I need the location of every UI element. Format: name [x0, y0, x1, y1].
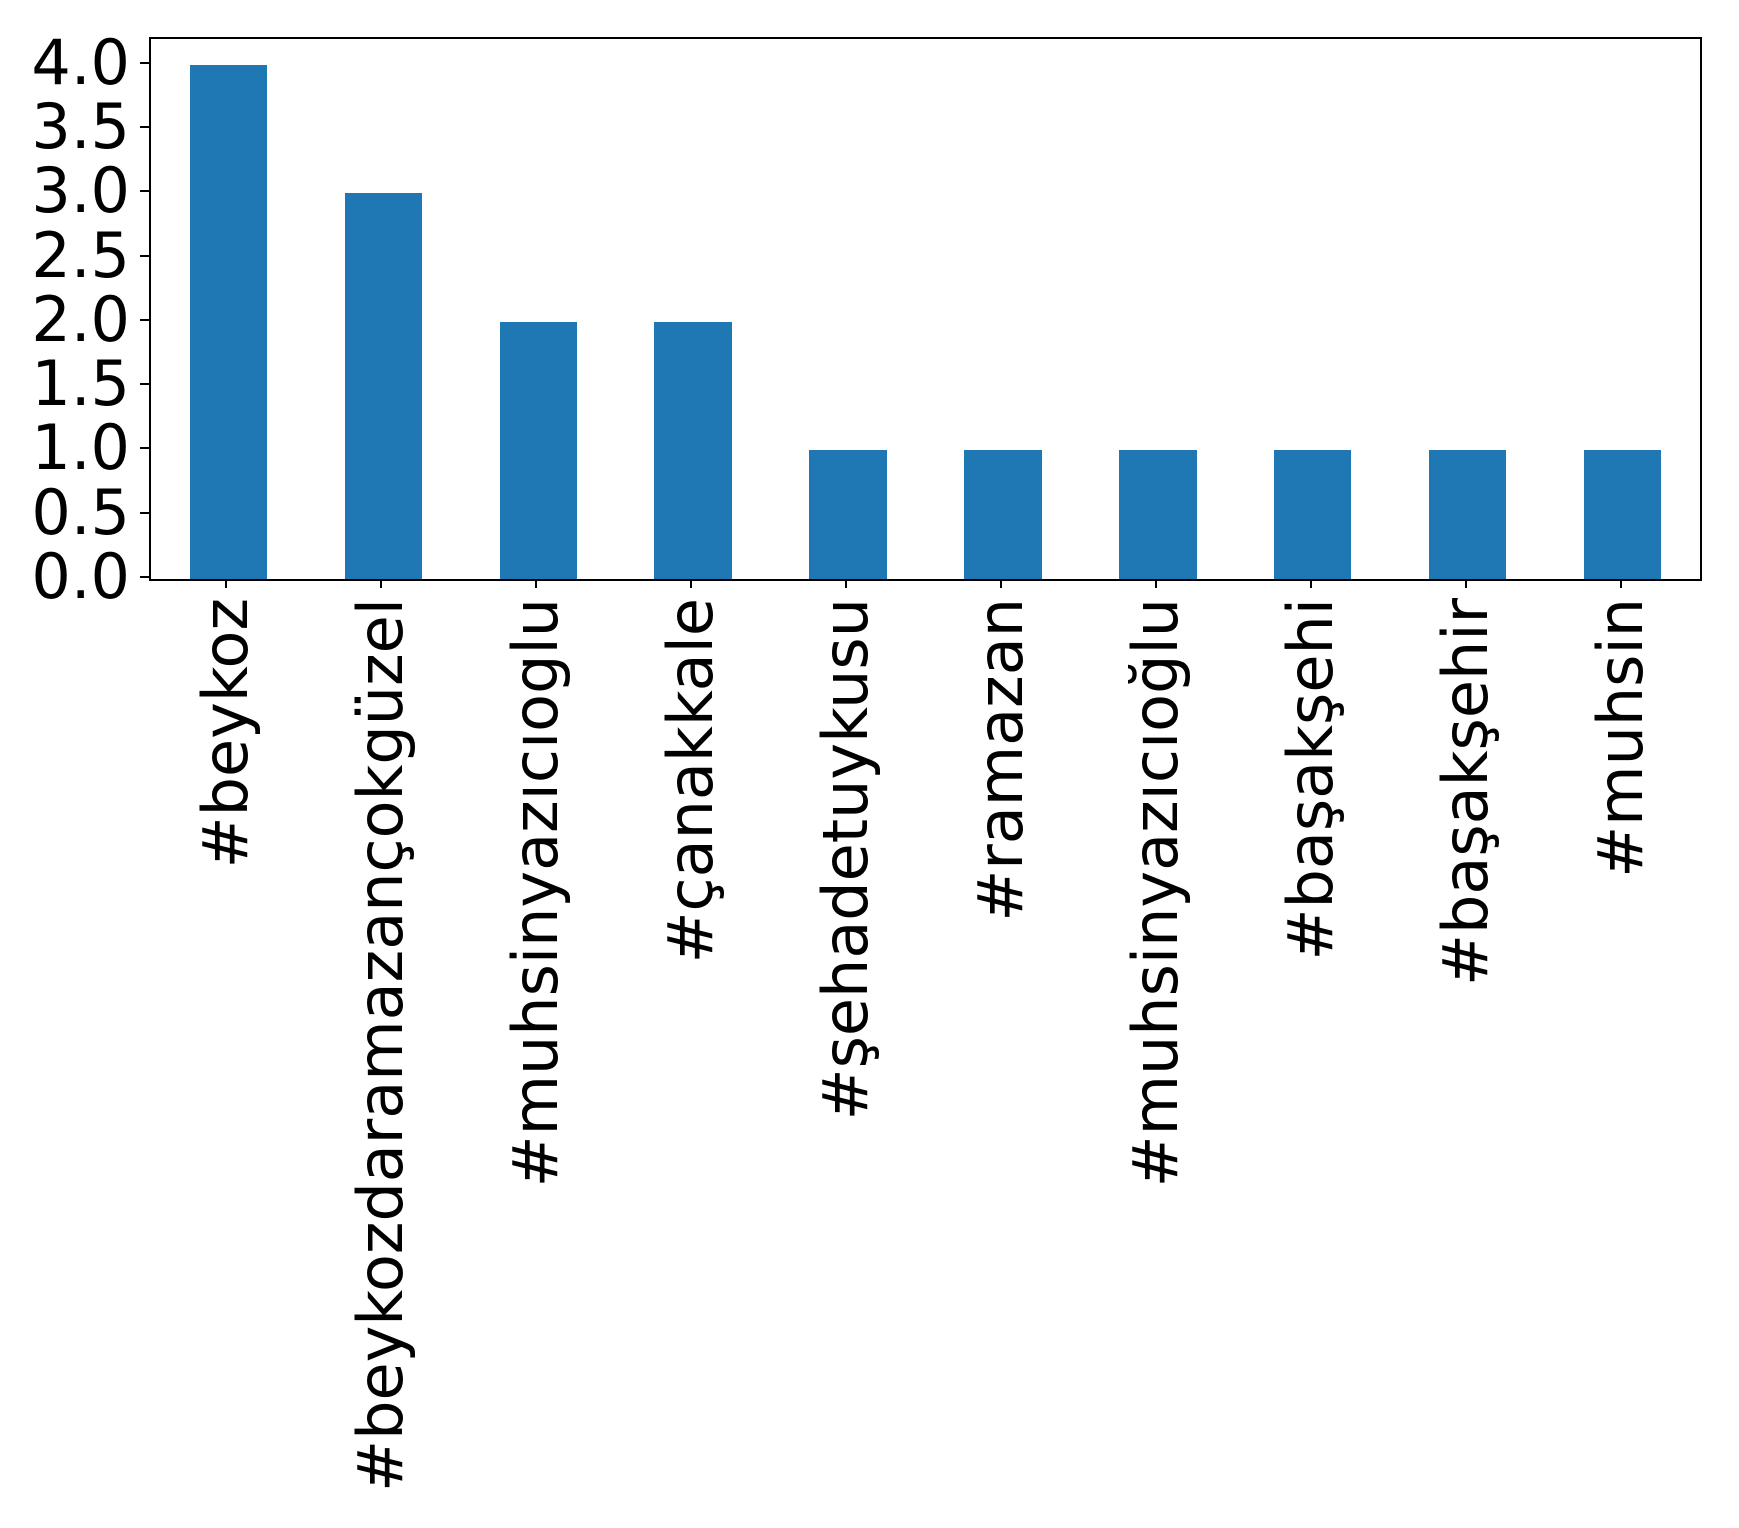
x-tick [999, 579, 1002, 588]
x-tick-label: #çanakkale [654, 598, 728, 964]
x-tick [535, 579, 538, 588]
y-tick-label: 0.5 [31, 475, 130, 549]
bar-başakşehir [1428, 450, 1507, 579]
bar-muhsinyazıcıoglu [499, 321, 577, 579]
bar-ramazan [964, 450, 1042, 579]
x-tick-label: #başakşehi [1273, 598, 1347, 961]
y-tick-label: 3.0 [31, 154, 130, 228]
x-tick [690, 579, 693, 588]
x-tick [1154, 579, 1157, 588]
bar-şehadetuykusu [809, 450, 887, 579]
y-tick [140, 383, 149, 386]
y-tick [140, 190, 149, 193]
y-tick-label: 2.0 [31, 282, 130, 356]
x-tick [1309, 579, 1312, 588]
x-tick-label: #muhsinyazıcıoglu [499, 598, 573, 1188]
bar-beykoz [189, 64, 268, 579]
x-tick-label: #ramazan [963, 598, 1037, 922]
y-tick [140, 318, 149, 321]
y-tick-label: 3.5 [31, 90, 130, 163]
y-tick-label: 2.5 [31, 218, 130, 292]
bar-muhsinyazıcıoğlu [1119, 450, 1197, 579]
y-tick-label: 0.0 [31, 540, 130, 613]
y-tick [140, 447, 149, 450]
x-tick-label: #muhsin [1583, 598, 1657, 878]
plot-area [149, 37, 1702, 581]
x-tick-label: #muhsinyazıcıoğlu [1118, 598, 1192, 1188]
x-tick-label: #başakşehir [1428, 598, 1502, 986]
bar-muhsin [1583, 450, 1662, 579]
bar-beykozdaramazançokgüzel [344, 193, 423, 579]
y-tick [140, 576, 149, 578]
y-tick-label: 1.5 [31, 347, 130, 421]
y-tick [140, 254, 149, 257]
bar-çanakkale [654, 321, 732, 579]
x-tick [845, 579, 848, 588]
y-tick [140, 511, 149, 514]
x-tick-label: #beykoz [189, 598, 263, 869]
x-tick [1464, 579, 1467, 588]
x-tick [225, 579, 228, 588]
x-tick-label: #şehadetuykusu [809, 598, 883, 1121]
y-tick [140, 61, 149, 64]
y-tick-label: 4.0 [31, 25, 130, 99]
y-tick [140, 126, 149, 128]
x-tick [380, 579, 383, 588]
bar-başakşehi [1274, 450, 1352, 579]
y-tick-label: 1.0 [31, 411, 130, 485]
x-tick-label: #beykozdaramazançokgüzel [344, 598, 418, 1492]
x-tick [1619, 579, 1622, 588]
